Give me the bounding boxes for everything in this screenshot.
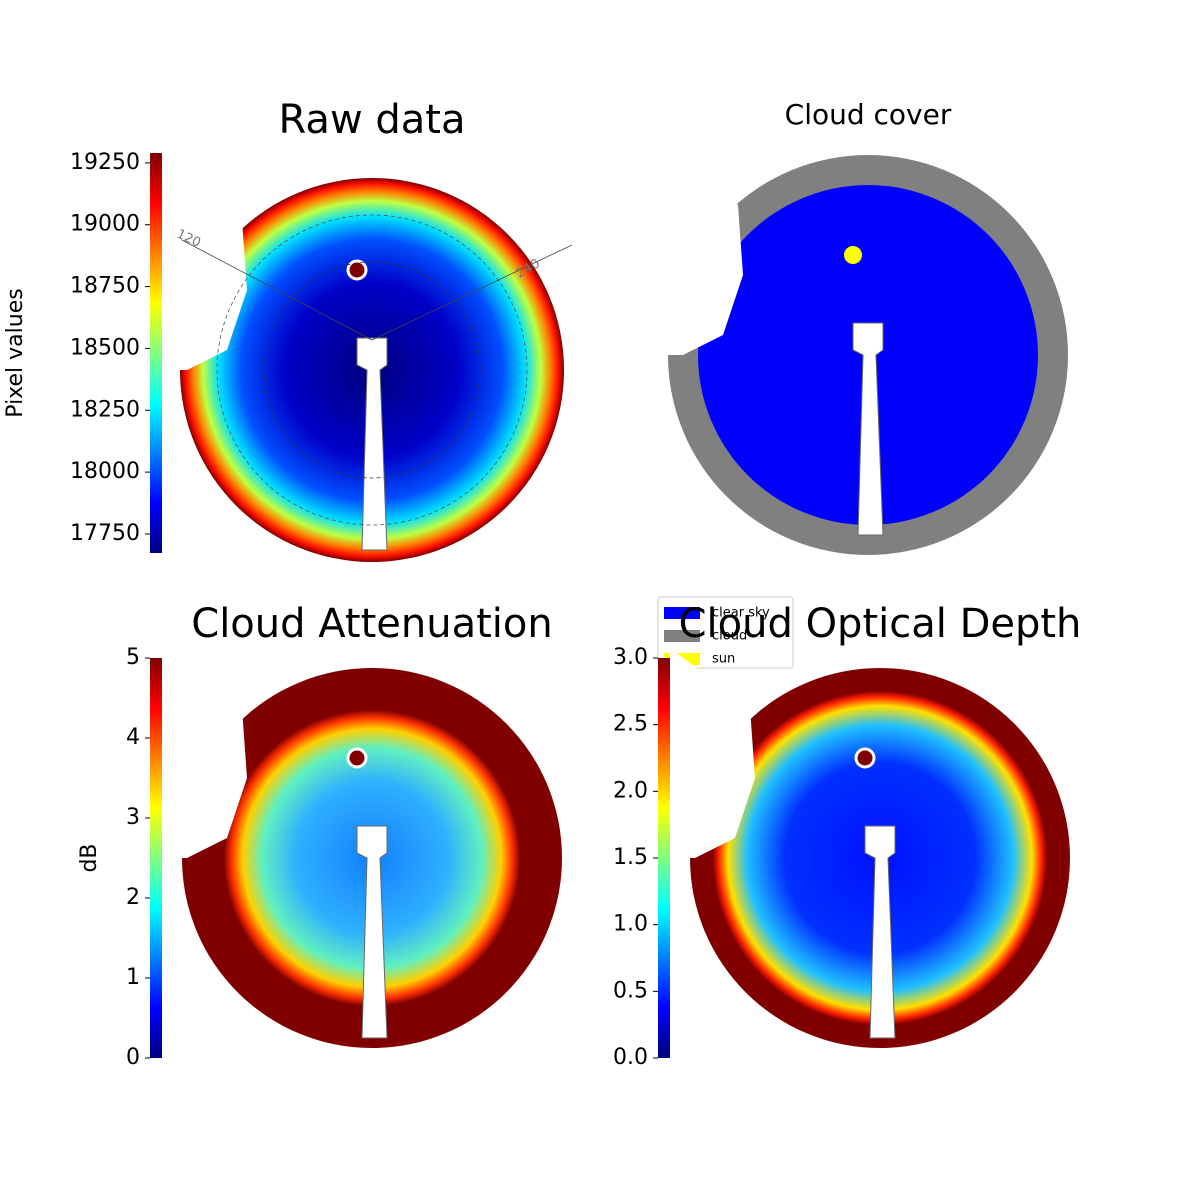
colorbar-tick-label: 1.5 bbox=[613, 845, 648, 870]
colorbar bbox=[150, 153, 162, 553]
colorbar-tick-label: 2.5 bbox=[613, 712, 648, 737]
legend-swatch bbox=[664, 630, 700, 642]
legend-label: sun bbox=[712, 652, 735, 667]
colorbar-label: dB bbox=[77, 843, 102, 872]
mast bbox=[356, 337, 388, 551]
colorbar-tick-label: 17750 bbox=[70, 521, 140, 546]
colorbar-tick-label: 3.0 bbox=[613, 645, 648, 670]
colorbar-tick-label: 0 bbox=[126, 1045, 140, 1070]
mask-obstruction bbox=[157, 648, 247, 858]
sun bbox=[346, 747, 368, 769]
panel-title: Cloud Optical Depth bbox=[679, 601, 1082, 647]
mask-obstruction bbox=[665, 648, 755, 858]
mask-obstruction bbox=[157, 160, 247, 370]
polar-spoke bbox=[181, 239, 373, 341]
mast bbox=[356, 825, 388, 1039]
polar-spoke bbox=[371, 244, 573, 341]
colorbar bbox=[150, 658, 162, 1058]
colorbar-label: Pixel values bbox=[3, 288, 28, 417]
colorbar-tick-label: 0.0 bbox=[613, 1045, 648, 1070]
colorbar-tick-label: 5 bbox=[126, 645, 140, 670]
mast bbox=[864, 825, 896, 1039]
polar-grid bbox=[216, 214, 528, 526]
colorbar-tick-label: 1 bbox=[126, 965, 140, 990]
sun bbox=[854, 747, 876, 769]
mast bbox=[852, 322, 884, 536]
sun bbox=[346, 259, 368, 281]
panel-title: Raw data bbox=[279, 97, 466, 143]
polar-grid bbox=[263, 261, 481, 479]
colorbar-tick-label: 3 bbox=[126, 805, 140, 830]
colorbar-tick-label: 0.5 bbox=[613, 978, 648, 1003]
sun bbox=[844, 246, 862, 264]
panel-title: Cloud cover bbox=[785, 98, 952, 131]
colorbar-tick-label: 18500 bbox=[70, 335, 140, 360]
colorbar-tick-label: 18750 bbox=[70, 274, 140, 299]
colorbar-tick-label: 18250 bbox=[70, 397, 140, 422]
legend-label: clear sky bbox=[712, 606, 770, 621]
colorbar bbox=[658, 658, 670, 1058]
colorbar-tick-label: 2.0 bbox=[613, 778, 648, 803]
colorbar-tick-label: 18000 bbox=[70, 459, 140, 484]
colorbar-tick-label: 4 bbox=[126, 725, 140, 750]
panel-title: Cloud Attenuation bbox=[191, 601, 552, 647]
colorbar-tick-label: 1.0 bbox=[613, 912, 648, 937]
mask-obstruction bbox=[653, 145, 743, 355]
legend-swatch bbox=[664, 607, 700, 619]
colorbar-tick-label: 19250 bbox=[70, 150, 140, 175]
legend-label: cloud bbox=[712, 629, 747, 644]
colorbar-tick-label: 19000 bbox=[70, 212, 140, 237]
colorbar-tick-label: 2 bbox=[126, 885, 140, 910]
